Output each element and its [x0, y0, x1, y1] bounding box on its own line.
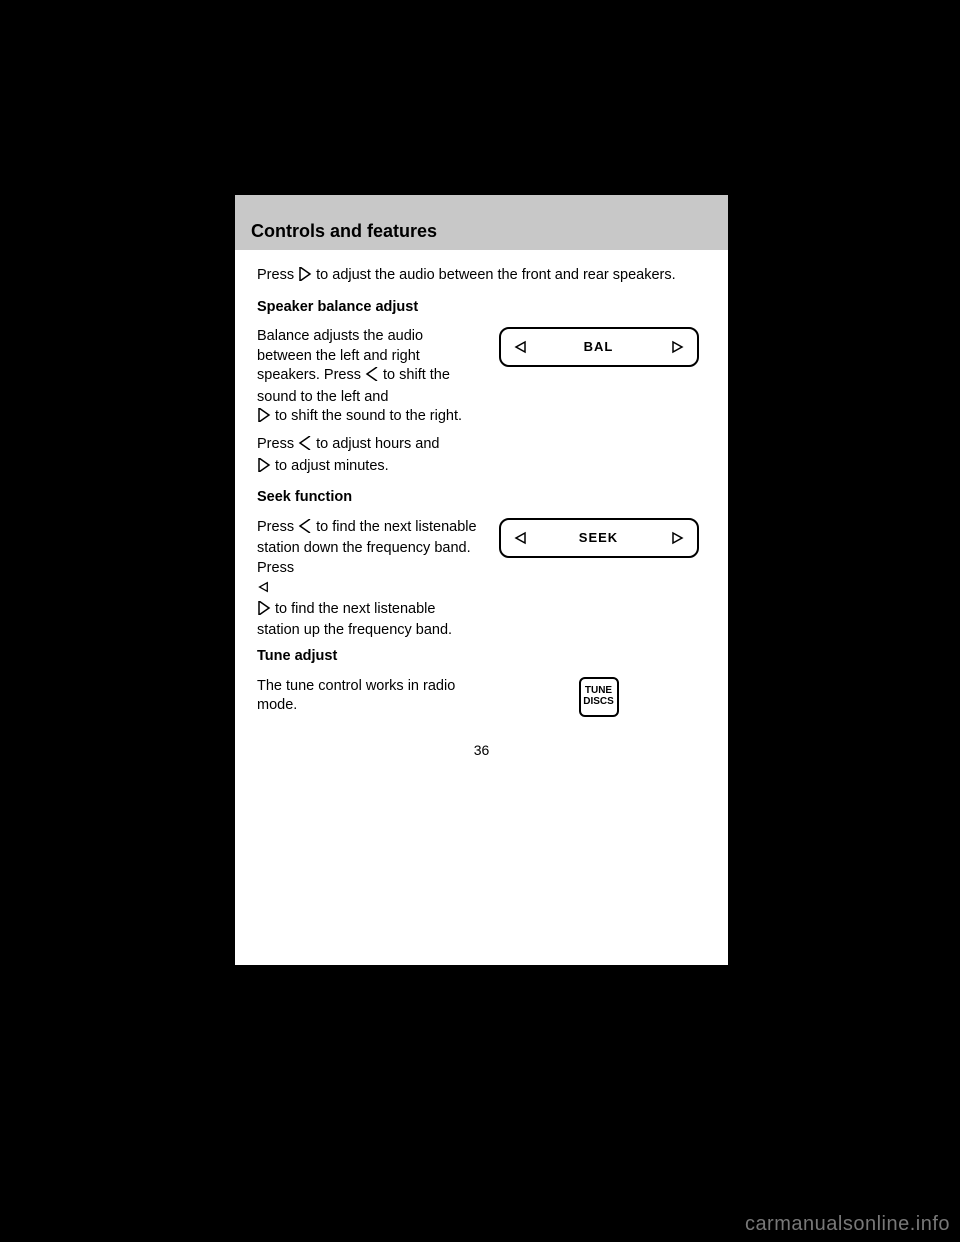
section-title: Controls and features: [251, 221, 437, 242]
tune-label-bottom: DISCS: [583, 697, 614, 708]
watermark-text: carmanualsonline.info: [745, 1213, 950, 1236]
seek-up-text: to find the next listenable station up t…: [257, 601, 452, 639]
clock-hours-text: to adjust hours and: [316, 436, 439, 452]
tune-intro: The tune control works in radio mode.: [257, 677, 477, 716]
tune-figure-wrap: TUNE DISCS: [491, 677, 706, 717]
seek-label: SEEK: [579, 529, 618, 547]
page-number: 36: [257, 741, 706, 760]
left-arrow-icon: [298, 436, 312, 457]
right-arrow-icon: [298, 267, 312, 288]
page-content: Press to adjust the audio between the fr…: [235, 250, 728, 769]
clock-line: Press to adjust hours and to adjust minu…: [257, 435, 706, 478]
left-arrow-icon: [365, 367, 379, 388]
tune-heading: Tune adjust: [257, 647, 706, 667]
left-triangle-icon: [513, 340, 527, 354]
balance-right-text: to shift the sound to the right.: [275, 408, 462, 424]
tune-button-graphic: TUNE DISCS: [579, 677, 619, 717]
tune-label-top: TUNE: [585, 686, 612, 697]
seek-text: Press to find the next listenable statio…: [257, 518, 477, 641]
clock-press: Press: [257, 436, 294, 452]
seek-row: Press to find the next listenable statio…: [257, 518, 706, 641]
bal-label: BAL: [584, 338, 614, 356]
balance-intro: Balance adjusts the audio between the le…: [257, 327, 477, 429]
seek-press: Press: [257, 519, 294, 535]
seek-heading: Seek function: [257, 488, 706, 508]
right-arrow-icon: [257, 601, 271, 622]
balance-figure-wrap: BAL: [491, 327, 706, 367]
tune-row: The tune control works in radio mode. TU…: [257, 677, 706, 717]
clock-minutes-text: to adjust minutes.: [275, 458, 389, 474]
fade-control-line: Press to adjust the audio between the fr…: [257, 266, 706, 288]
speaker-balance-heading: Speaker balance adjust: [257, 298, 706, 318]
left-arrow-icon: [298, 519, 312, 540]
manual-page: Controls and features Press to adjust th…: [235, 195, 728, 965]
right-triangle-icon: [671, 531, 685, 545]
seek-figure-wrap: SEEK: [491, 518, 706, 558]
seek-button-graphic: SEEK: [499, 518, 699, 558]
left-outline-icon: [257, 580, 269, 600]
bal-button-graphic: BAL: [499, 327, 699, 367]
right-arrow-icon: [257, 458, 271, 479]
text-press: Press: [257, 267, 294, 283]
section-header: Controls and features: [235, 195, 728, 250]
left-triangle-icon: [513, 531, 527, 545]
right-triangle-icon: [671, 340, 685, 354]
balance-row-1: Balance adjusts the audio between the le…: [257, 327, 706, 429]
text-fade: to adjust the audio between the front an…: [316, 267, 676, 283]
right-arrow-icon: [257, 408, 271, 429]
